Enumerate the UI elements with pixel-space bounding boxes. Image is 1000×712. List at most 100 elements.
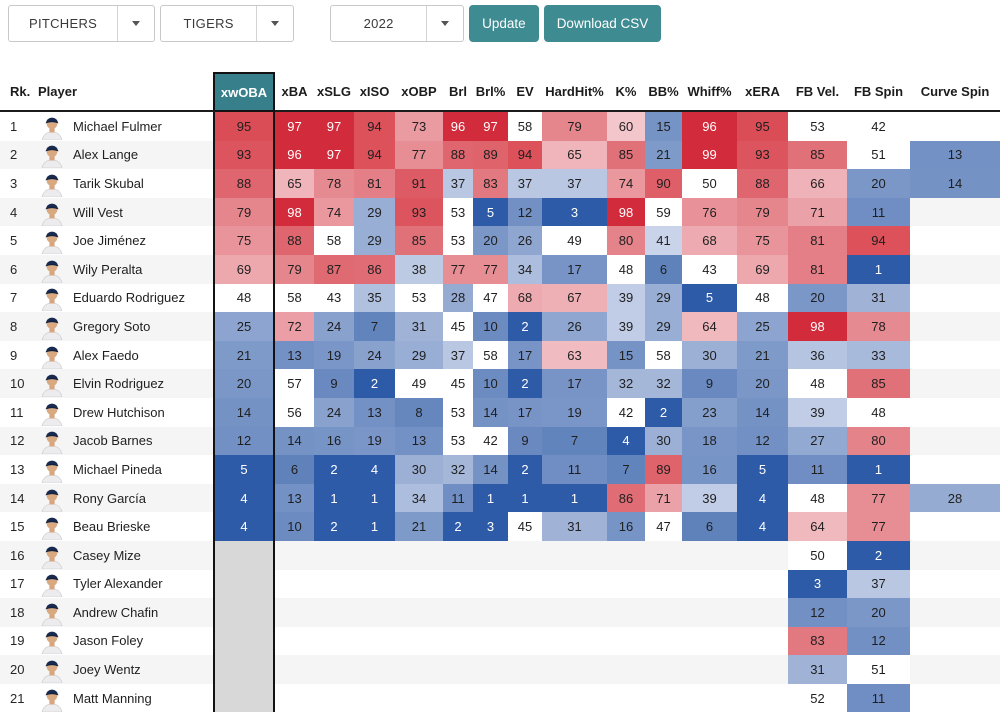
player-name[interactable]: Alex Faedo xyxy=(73,347,139,363)
column-header-fb-spin[interactable]: FB Spin xyxy=(847,73,910,112)
player-name[interactable]: Gregory Soto xyxy=(73,318,151,334)
stat-cell-ev xyxy=(508,684,542,712)
player-name[interactable]: Rony García xyxy=(73,490,146,506)
player-avatar xyxy=(41,231,63,255)
stat-cell-k: 86 xyxy=(607,483,645,513)
column-header-brl[interactable]: Brl xyxy=(443,73,473,112)
player-name[interactable]: Matt Manning xyxy=(73,690,152,706)
stat-cell-ev: 1 xyxy=(508,483,542,513)
stat-cell-brl: 10 xyxy=(473,369,508,398)
player-row: 13 Michael Pineda 5 6 2 4 30 32 14 2 11 7 89 16 5 11 1 xyxy=(0,455,1000,484)
column-header-fb-vel[interactable]: FB Vel. xyxy=(788,73,847,112)
column-header-xba[interactable]: xBA xyxy=(274,73,314,112)
position-select[interactable]: PITCHERS xyxy=(8,5,156,42)
stat-cell-xslg: 78 xyxy=(314,169,354,198)
player-avatar xyxy=(41,489,63,512)
player-cell: Rony García xyxy=(38,484,214,513)
column-header-k[interactable]: K% xyxy=(607,73,645,112)
player-name[interactable]: Jacob Barnes xyxy=(73,433,153,449)
stat-cell-brl: 32 xyxy=(443,455,473,484)
player-name[interactable]: Andrew Chafin xyxy=(73,604,159,620)
player-name[interactable]: Joey Wentz xyxy=(73,662,141,678)
player-avatar xyxy=(41,660,63,684)
stat-cell-k xyxy=(607,684,645,712)
column-header-hardhit[interactable]: HardHit% xyxy=(542,73,607,112)
column-header-player[interactable]: Player xyxy=(38,73,214,112)
stat-cell-curve-spin xyxy=(910,369,1000,398)
player-name[interactable]: Michael Fulmer xyxy=(73,118,162,134)
rank-cell: 8 xyxy=(10,318,18,334)
column-header-bb[interactable]: BB% xyxy=(645,73,682,112)
stat-cell-fb-vel: 83 xyxy=(788,626,847,656)
player-row: 15 Beau Brieske 4 10 2 1 21 2 3 45 31 16 47 6 4 64 77 xyxy=(0,512,1000,541)
player-name[interactable]: Wily Peralta xyxy=(73,261,143,277)
column-header-curve-spin[interactable]: Curve Spin xyxy=(910,73,1000,112)
stat-cell-xobp: 53 xyxy=(395,283,443,313)
stat-cell-whiff: 18 xyxy=(682,426,737,456)
stat-cell-xiso: 29 xyxy=(354,226,395,255)
player-name[interactable]: Jason Foley xyxy=(73,633,144,649)
stat-cell-curve-spin xyxy=(910,398,1000,427)
column-header-rk[interactable]: Rk. xyxy=(0,73,38,112)
player-name[interactable]: Elvin Rodriguez xyxy=(73,376,165,392)
stat-cell-xwoba: 4 xyxy=(213,483,275,513)
stat-cell-xslg xyxy=(314,627,354,656)
player-name[interactable]: Drew Hutchison xyxy=(73,404,165,420)
stat-cell-xiso: 94 xyxy=(354,111,395,141)
team-select-value[interactable]: TIGERS xyxy=(183,16,234,31)
column-header-xslg[interactable]: xSLG xyxy=(314,73,354,112)
stat-cell-fb-spin: 11 xyxy=(847,683,910,712)
season-select[interactable]: 2022 xyxy=(330,5,465,42)
chevron-down-icon[interactable] xyxy=(256,6,293,41)
stat-cell-xiso: 1 xyxy=(354,512,395,541)
stat-cell-xiso: 81 xyxy=(354,169,395,198)
player-name[interactable]: Joe Jiménez xyxy=(73,233,146,249)
player-cell: Drew Hutchison xyxy=(38,398,214,427)
stat-cell-xiso: 19 xyxy=(354,426,395,456)
stat-cell-brl: 11 xyxy=(443,483,473,513)
stat-cell-fb-spin: 37 xyxy=(847,569,910,599)
column-header-whiff[interactable]: Whiff% xyxy=(682,73,737,112)
player-name[interactable]: Alex Lange xyxy=(73,147,139,163)
team-select[interactable]: TIGERS xyxy=(160,5,295,42)
player-name[interactable]: Tyler Alexander xyxy=(73,576,163,592)
stat-cell-brl xyxy=(473,570,508,599)
stat-cell-brl: 89 xyxy=(473,140,508,170)
chevron-down-icon xyxy=(132,21,141,26)
player-name[interactable]: Michael Pineda xyxy=(73,461,162,477)
stat-cell-xobp: 91 xyxy=(395,169,443,198)
update-button[interactable]: Update xyxy=(469,5,539,42)
column-header-ev[interactable]: EV xyxy=(508,73,542,112)
player-name[interactable]: Tarik Skubal xyxy=(73,175,144,191)
stat-cell-curve-spin xyxy=(910,598,1000,627)
stat-cell-curve-spin xyxy=(910,455,1000,484)
stat-cell-xba: 13 xyxy=(274,340,314,370)
column-header-xera[interactable]: xERA xyxy=(737,73,788,112)
column-header-xwoba[interactable]: xwOBA xyxy=(213,72,275,112)
player-name[interactable]: Eduardo Rodriguez xyxy=(73,290,186,306)
position-select-value[interactable]: PITCHERS xyxy=(29,16,98,31)
season-select-value[interactable]: 2022 xyxy=(363,16,394,31)
stat-cell-xba: 65 xyxy=(274,169,314,198)
stat-cell-xwoba: 88 xyxy=(213,169,275,198)
player-name[interactable]: Will Vest xyxy=(73,204,123,220)
stat-cell-xobp: 93 xyxy=(395,197,443,227)
stat-cell-xba xyxy=(274,627,314,656)
stat-cell-xera: 75 xyxy=(737,226,788,255)
stat-cell-xba: 96 xyxy=(274,140,314,170)
stat-cell-k: 39 xyxy=(607,312,645,341)
stat-cell-fb-vel: 11 xyxy=(788,455,847,484)
chevron-down-icon[interactable] xyxy=(426,6,463,41)
stat-cell-ev: 58 xyxy=(508,111,542,141)
column-header-xiso[interactable]: xISO xyxy=(354,73,395,112)
stat-cell-xslg: 58 xyxy=(314,226,354,255)
download-csv-button[interactable]: Download CSV xyxy=(543,5,662,42)
stat-cell-hardhit xyxy=(542,627,607,656)
column-header-brl[interactable]: Brl% xyxy=(473,73,508,112)
player-cell: Joe Jiménez xyxy=(38,226,214,255)
player-name[interactable]: Beau Brieske xyxy=(73,519,151,535)
chevron-down-icon[interactable] xyxy=(117,6,154,41)
stat-cell-k: 32 xyxy=(607,369,645,398)
player-name[interactable]: Casey Mize xyxy=(73,547,141,563)
column-header-xobp[interactable]: xOBP xyxy=(395,73,443,112)
